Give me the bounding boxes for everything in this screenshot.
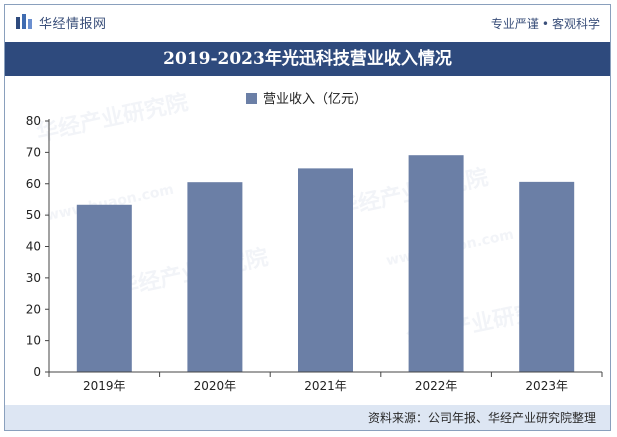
chart-frame: 华经情报网 专业严谨 • 客观科学 2019-2023年光迅科技营业收入情况 华经产… xyxy=(4,4,611,431)
slogan-left: 专业严谨 xyxy=(490,17,539,31)
x-tick-label: 2020年 xyxy=(194,379,237,393)
x-tick-label: 2019年 xyxy=(83,379,126,393)
brand: 华经情报网 xyxy=(15,13,107,32)
x-tick-label: 2021年 xyxy=(304,379,347,393)
brand-name: 华经情报网 xyxy=(39,16,107,32)
bar xyxy=(298,168,353,372)
bar xyxy=(76,204,132,372)
slogan: 专业严谨 • 客观科学 xyxy=(491,15,600,32)
y-tick-label: 70 xyxy=(26,145,41,159)
y-tick-label: 10 xyxy=(26,334,41,348)
legend-swatch xyxy=(246,93,257,104)
legend-label: 营业收入（亿元） xyxy=(263,92,367,107)
x-tick-label: 2022年 xyxy=(415,379,458,393)
chart-title: 2019-2023年光迅科技营业收入情况 xyxy=(5,42,610,76)
bar-chart: 营业收入（亿元） 0 10 20 30 40 50 60 70 80 2019年 2020年 202… xyxy=(26,92,603,393)
slogan-right: 客观科学 xyxy=(551,17,600,31)
top-bar: 华经情报网 专业严谨 • 客观科学 xyxy=(5,5,610,39)
y-tick-label: 40 xyxy=(26,240,41,254)
footer: 资料来源：公司年报、华经产业研究院整理 xyxy=(5,405,610,430)
logo-icon xyxy=(16,14,32,29)
y-tick-label: 30 xyxy=(26,271,41,285)
y-tick-label: 80 xyxy=(26,114,41,128)
y-tick-label: 60 xyxy=(26,177,41,191)
bar xyxy=(408,155,464,372)
y-tick-label: 50 xyxy=(26,208,41,222)
bar xyxy=(187,182,243,372)
slogan-separator: • xyxy=(541,17,549,31)
y-tick-label: 0 xyxy=(33,365,41,379)
x-tick-label: 2023年 xyxy=(525,379,568,393)
bar xyxy=(519,181,575,372)
y-tick-label: 20 xyxy=(26,302,41,316)
source-note: 资料来源：公司年报、华经产业研究院整理 xyxy=(367,411,596,425)
